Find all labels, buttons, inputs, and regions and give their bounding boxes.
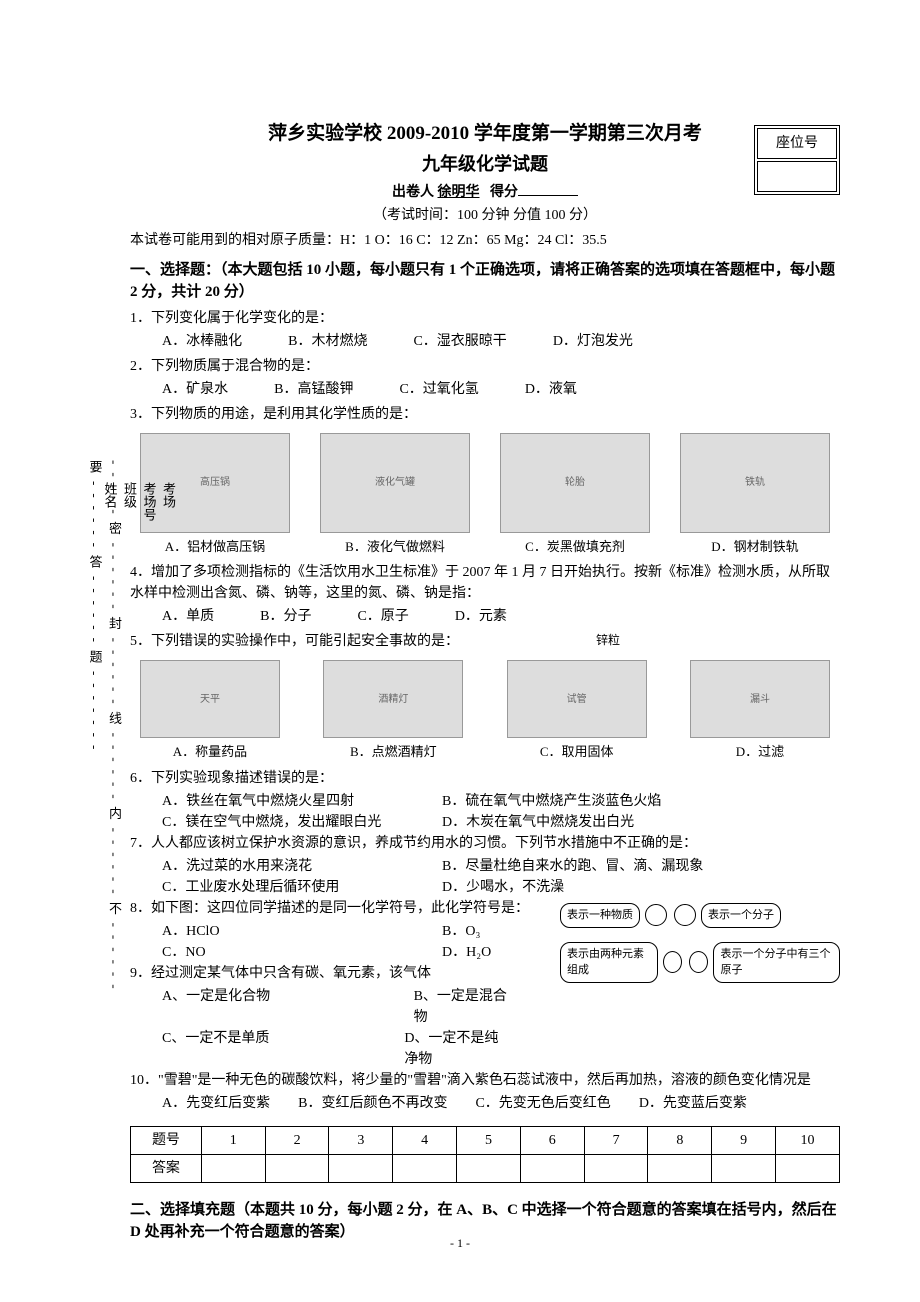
q1-stem: 1．下列变化属于化学变化的是： (130, 308, 840, 329)
q10-options: A．先变红后变紫B．变红后颜色不再改变C．先变无色后变红色D．先变蓝后变紫 (130, 1093, 840, 1114)
q5-img-c: 试管 (507, 660, 647, 738)
face-icon (674, 904, 696, 926)
q5-img-b: 酒精灯 (323, 660, 463, 738)
face-icon (645, 904, 667, 926)
author-line: 出卷人 徐明华 得分 (130, 182, 840, 203)
exam-info: （考试时间：100 分钟 分值 100 分） (130, 205, 840, 226)
q9-options: A、一定是化合物B、一定是混合物 C、一定不是单质D、一定不是纯净物 (130, 986, 510, 1070)
q3-img-c: 轮胎 (500, 433, 650, 533)
q5-img-d: 漏斗 (690, 660, 830, 738)
q6-options: A．铁丝在氧气中燃烧火星四射B．硫在氧气中燃烧产生淡蓝色火焰 C．镁在空气中燃烧… (130, 791, 840, 833)
answer-table-row: 答案 (131, 1154, 840, 1182)
exam-subtitle: 九年级化学试题 (130, 151, 840, 178)
q3-captions: A．铝材做高压锅B．液化气做燃料C．炭黑做填充剂D．钢材制铁轨 (130, 537, 840, 557)
q1-options: A．冰棒融化B．木材燃烧C．湿衣服晾干D．灯泡发光 (130, 331, 840, 352)
exam-title: 萍乡实验学校 2009-2010 学年度第一学期第三次月考 (130, 120, 840, 149)
face-icon (663, 951, 682, 973)
seat-label: 座位号 (757, 128, 837, 159)
q5-images: 天平 酒精灯 试管 漏斗 (130, 654, 840, 740)
q10-stem: 10．"雪碧"是一种无色的碳酸饮料，将少量的"雪碧"滴入紫色石蕊试液中，然后再加… (130, 1070, 840, 1091)
page-number: - 1 - (0, 1234, 920, 1252)
q7-stem: 7．人人都应该树立保护水资源的意识，养成节约用水的习惯。下列节水措施中不正确的是… (130, 833, 840, 854)
q8-options: A．HClOB．O₃ C．NOD．H₂O (130, 921, 510, 963)
section-1-title: 一、选择题：（本大题包括 10 小题，每小题只有 1 个正确选项，请将正确答案的… (130, 259, 840, 304)
atomic-masses: 本试卷可能用到的相对原子质量：H：1 O：16 C：12 Zn：65 Mg：24… (130, 230, 840, 251)
q3-stem: 3．下列物质的用途，是利用其化学性质的是： (130, 404, 840, 425)
answer-table: 题号 123 456 789 10 答案 (130, 1126, 840, 1183)
seat-blank[interactable] (757, 161, 837, 192)
q2-options: A．矿泉水B．高锰酸钾C．过氧化氢D．液氧 (130, 379, 840, 400)
q4-options: A．单质B．分子C．原子D．元素 (130, 606, 840, 627)
q5-stem: 5．下列错误的实验操作中，可能引起安全事故的是：锌粒 (130, 631, 840, 652)
q3-img-d: 铁轨 (680, 433, 830, 533)
q3-img-b: 液化气罐 (320, 433, 470, 533)
face-icon (689, 951, 708, 973)
q7-options: A．洗过菜的水用来浇花B．尽量杜绝自来水的跑、冒、滴、漏现象 C．工业废水处理后… (130, 856, 840, 898)
binding-seal-strip: -----密------封------线------内------不------… (85, 460, 105, 1020)
q3-images: 高压锅 液化气罐 轮胎 铁轨 (130, 427, 840, 535)
q5-captions: A．称量药品B．点燃酒精灯C．取用固体D．过滤 (130, 742, 840, 762)
q6-stem: 6．下列实验现象描述错误的是： (130, 768, 840, 789)
q8-diagram: 表示一种物质 表示一个分子 表示由两种元素组成 表示一个分子中有三个原子 (560, 900, 840, 990)
q2-stem: 2．下列物质属于混合物的是： (130, 356, 840, 377)
seat-number-box: 座位号 (754, 125, 840, 195)
answer-table-header: 题号 123 456 789 10 (131, 1126, 840, 1154)
q4-stem: 4．增加了多项检测指标的《生活饮用水卫生标准》于 2007 年 1 月 7 日开… (130, 562, 840, 604)
